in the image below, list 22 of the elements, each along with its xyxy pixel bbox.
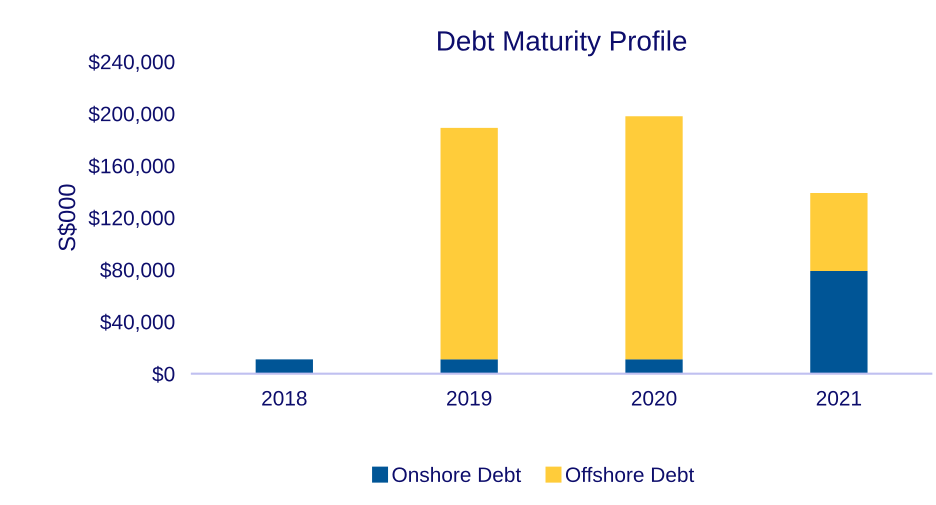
bar: [256, 359, 313, 374]
y-tick-label: $120,000: [88, 210, 174, 228]
y-axis-title: S$000: [58, 184, 77, 251]
chart-title: Debt Maturity Profile: [438, 30, 686, 56]
legend-label: Onshore Debt: [392, 466, 522, 482]
x-tick-label: 2021: [816, 390, 862, 406]
y-tick-label: $80,000: [100, 262, 174, 280]
bar: [625, 359, 683, 374]
bar: [810, 192, 868, 271]
bar: [810, 270, 868, 374]
y-tick-label: $0: [152, 366, 174, 383]
y-tick-label: $40,000: [100, 314, 174, 332]
y-tick-label: $160,000: [88, 158, 174, 176]
x-tick-label: 2019: [447, 390, 492, 406]
bar: [440, 359, 498, 374]
bar: [440, 128, 498, 360]
y-tick-label: $240,000: [88, 54, 174, 72]
bar: [625, 116, 683, 360]
x-tick-label: 2018: [262, 390, 307, 406]
legend-label: Offshore Debt: [566, 466, 694, 482]
y-tick-label: $200,000: [88, 106, 174, 124]
x-tick-label: 2020: [632, 390, 676, 406]
